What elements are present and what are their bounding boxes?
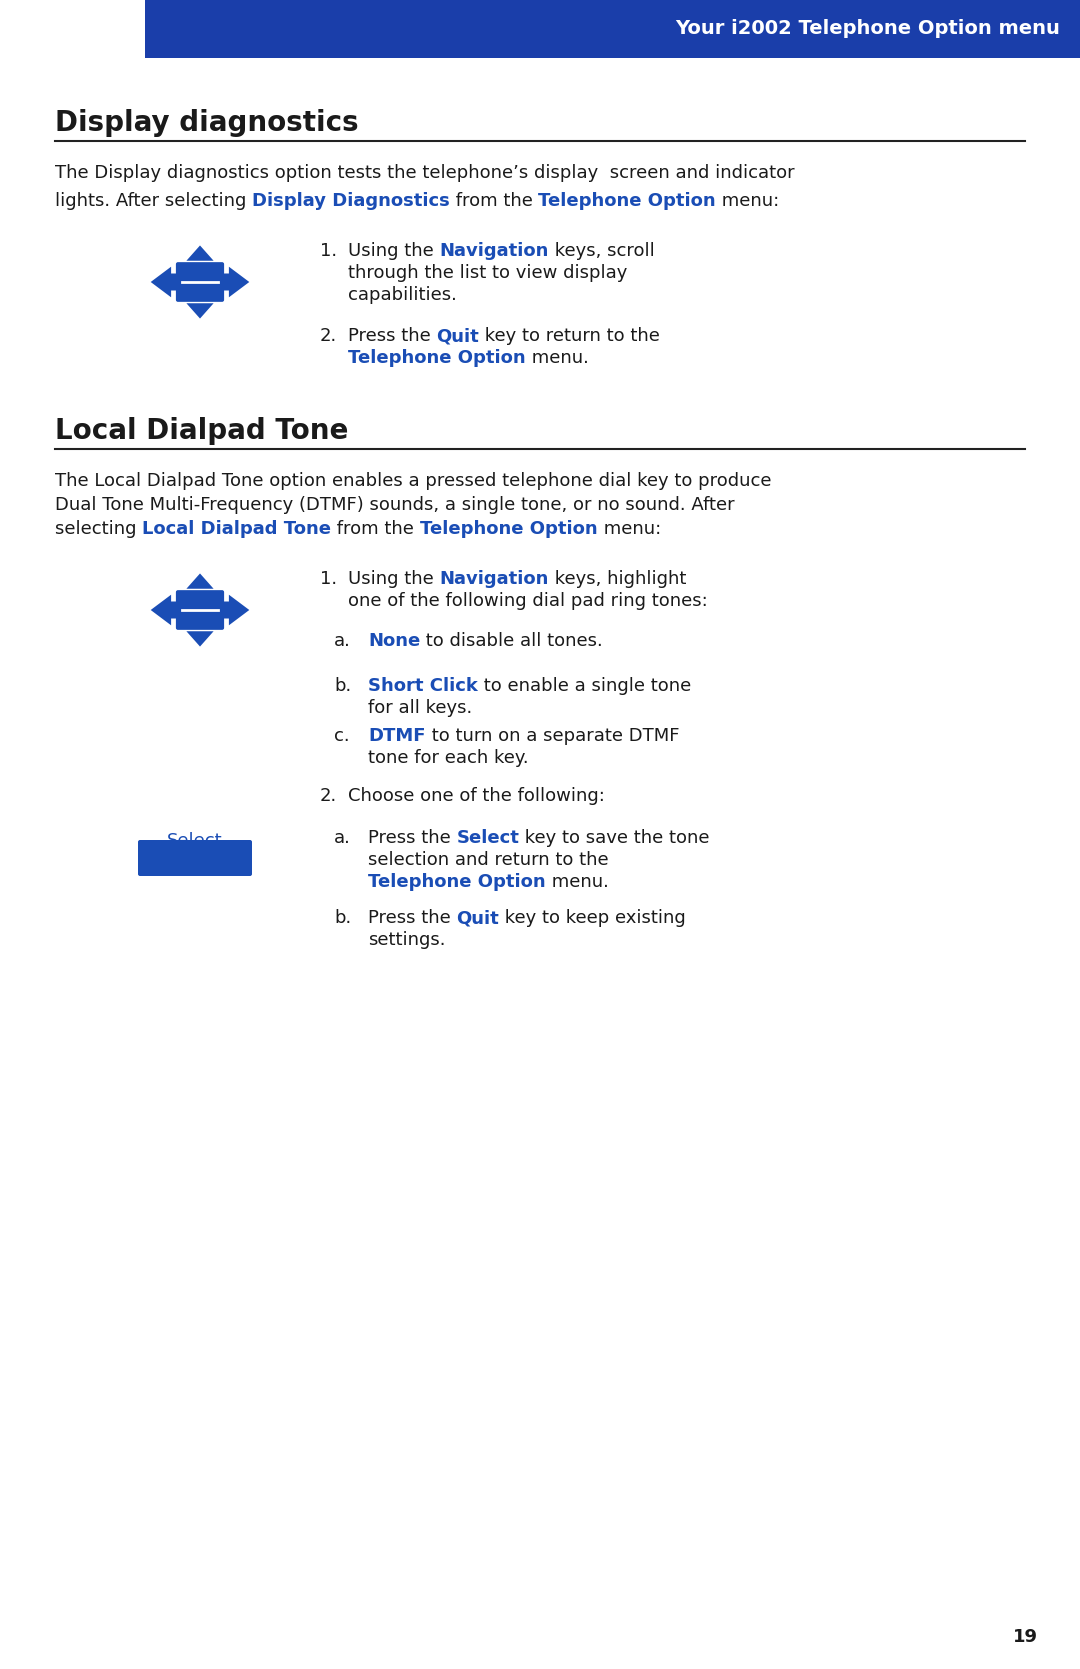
Text: c.: c. [334,728,350,744]
Text: 1.: 1. [320,571,337,587]
Text: key to return to the: key to return to the [480,327,660,345]
Text: Local Dialpad Tone: Local Dialpad Tone [55,417,349,446]
Text: Telephone Option: Telephone Option [539,192,716,210]
Text: tone for each key.: tone for each key. [368,749,528,768]
Text: Navigation: Navigation [440,242,549,260]
Text: Quit: Quit [457,910,499,926]
Text: Telephone Option: Telephone Option [420,521,597,537]
Text: selection and return to the: selection and return to the [368,851,609,870]
Text: 19: 19 [1013,1627,1038,1646]
Text: menu.: menu. [545,873,608,891]
Text: key to save the tone: key to save the tone [519,829,710,846]
Text: to disable all tones.: to disable all tones. [420,633,603,649]
Text: Your i2002 Telephone Option menu: Your i2002 Telephone Option menu [675,20,1059,38]
Text: to turn on a separate DTMF: to turn on a separate DTMF [426,728,679,744]
Text: Local Dialpad Tone: Local Dialpad Tone [143,521,332,537]
Text: Press the: Press the [348,327,436,345]
Text: to enable a single tone: to enable a single tone [477,678,691,694]
Text: one of the following dial pad ring tones:: one of the following dial pad ring tones… [348,592,707,609]
Text: menu:: menu: [716,192,780,210]
Text: Select: Select [457,829,519,846]
Text: keys, scroll: keys, scroll [549,242,654,260]
Text: 2.: 2. [320,788,337,804]
Bar [145,0,1080,58]
Polygon shape [218,594,249,626]
Text: 1.: 1. [320,242,337,260]
Text: None: None [368,633,420,649]
Text: Quit: Quit [436,327,480,345]
Text: Navigation: Navigation [440,571,549,587]
Text: Dual Tone Multi-Frequency (DTMF) sounds, a single tone, or no sound. After: Dual Tone Multi-Frequency (DTMF) sounds,… [55,496,734,514]
Text: capabilities.: capabilities. [348,285,457,304]
Text: Short Click: Short Click [368,678,477,694]
Text: The Local Dialpad Tone option enables a pressed telephone dial key to produce: The Local Dialpad Tone option enables a … [55,472,771,491]
Text: lights. After selecting: lights. After selecting [55,192,252,210]
Polygon shape [151,267,181,297]
Text: from the: from the [450,192,539,210]
Text: Press the: Press the [368,829,457,846]
Text: settings.: settings. [368,931,446,950]
Text: Choose one of the following:: Choose one of the following: [348,788,605,804]
Text: Display diagnostics: Display diagnostics [55,108,359,137]
Text: key to keep existing: key to keep existing [499,910,686,926]
Text: Using the: Using the [348,242,440,260]
Text: Press the: Press the [368,910,457,926]
Polygon shape [187,631,214,646]
Text: b.: b. [334,910,351,926]
Text: keys, highlight: keys, highlight [549,571,686,587]
Polygon shape [187,245,214,260]
Text: a.: a. [334,633,351,649]
Text: from the: from the [332,521,420,537]
Polygon shape [187,304,214,319]
Text: for all keys.: for all keys. [368,699,472,718]
Text: Using the: Using the [348,571,440,587]
Polygon shape [218,267,249,297]
Text: a.: a. [334,829,351,846]
FancyBboxPatch shape [176,591,225,629]
FancyBboxPatch shape [138,840,252,876]
Text: Display Diagnostics: Display Diagnostics [252,192,450,210]
Text: menu.: menu. [526,349,589,367]
Text: b.: b. [334,678,351,694]
Text: Telephone Option: Telephone Option [348,349,526,367]
FancyBboxPatch shape [176,262,225,302]
Text: menu:: menu: [597,521,661,537]
Text: selecting: selecting [55,521,143,537]
Polygon shape [151,594,181,626]
Text: DTMF: DTMF [368,728,426,744]
Text: through the list to view display: through the list to view display [348,264,627,282]
Text: Telephone Option: Telephone Option [368,873,545,891]
Text: The Display diagnostics option tests the telephone’s display  screen and indicat: The Display diagnostics option tests the… [55,164,795,182]
Polygon shape [187,574,214,589]
Text: Select: Select [167,833,222,850]
Text: 2.: 2. [320,327,337,345]
